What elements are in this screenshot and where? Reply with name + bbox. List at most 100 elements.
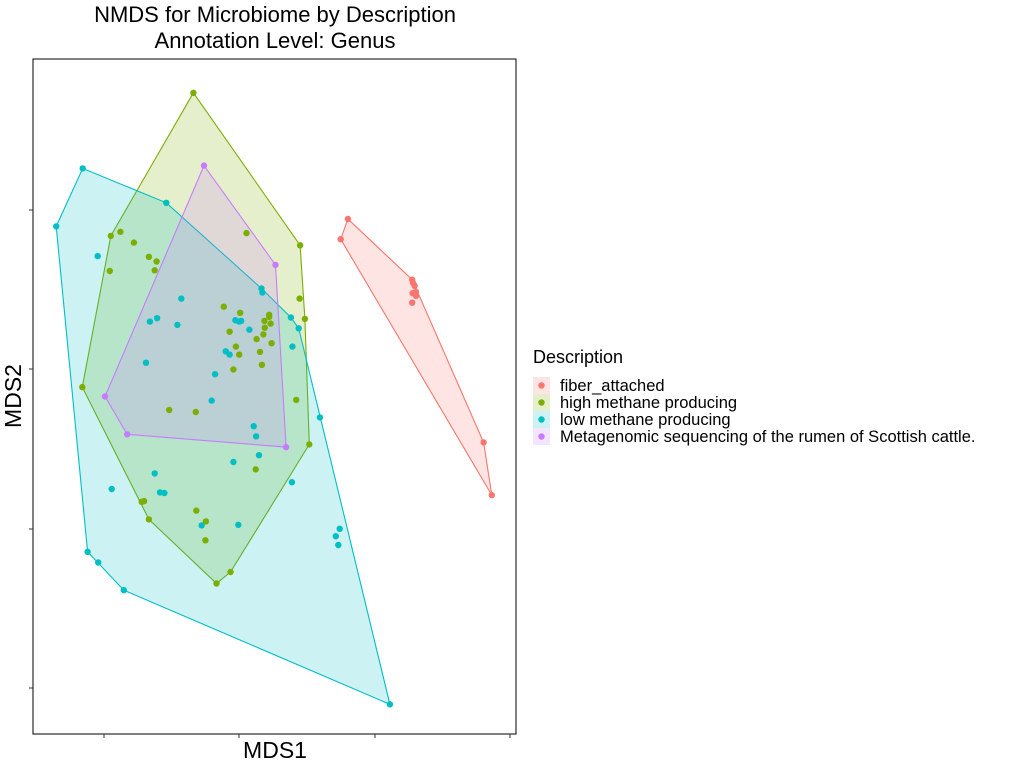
- data-point-series-1: [213, 580, 220, 587]
- data-point-series-1: [260, 331, 267, 338]
- x-axis-label: MDS1: [243, 737, 307, 763]
- data-point-series-2: [250, 423, 257, 430]
- data-point-series-2: [289, 343, 296, 350]
- data-point-series-1: [202, 537, 209, 544]
- data-point-series-2: [246, 326, 253, 333]
- data-point-series-2: [386, 701, 394, 708]
- chart-title-line-1: NMDS for Microbiome by Description: [94, 2, 456, 27]
- data-point-series-2: [295, 325, 302, 332]
- plot-panel: [32, 58, 517, 735]
- data-point-series-1: [226, 328, 233, 335]
- data-point-series-3: [282, 443, 290, 451]
- data-point-series-2: [94, 252, 101, 260]
- data-point-series-1: [230, 366, 237, 373]
- data-point-series-1: [261, 324, 268, 331]
- legend-label-0: fiber_attached: [560, 377, 665, 395]
- data-point-series-1: [138, 498, 145, 505]
- legend-dot-3: [538, 433, 545, 440]
- data-point-series-2: [108, 485, 115, 493]
- data-point-series-2: [332, 533, 339, 540]
- data-point-series-2: [178, 295, 185, 302]
- data-point-series-3: [124, 431, 131, 438]
- data-point-series-3: [200, 162, 208, 169]
- data-point-series-1: [106, 267, 114, 275]
- data-point-series-2: [163, 199, 170, 206]
- data-point-series-2: [95, 559, 102, 566]
- data-point-series-2: [287, 314, 295, 321]
- data-point-series-0: [411, 282, 418, 289]
- data-point-series-2: [336, 525, 343, 532]
- legend-label-3: Metagenomic sequencing of the rumen of S…: [560, 428, 975, 446]
- data-point-series-1: [243, 229, 250, 237]
- data-point-series-1: [267, 320, 274, 327]
- data-point-series-1: [268, 340, 275, 347]
- data-point-series-2: [151, 470, 158, 477]
- data-point-series-2: [335, 541, 342, 549]
- data-point-series-2: [259, 289, 266, 296]
- data-point-series-1: [107, 232, 115, 240]
- axis-ticks: [29, 209, 511, 738]
- hull-series-3: [104, 164, 287, 448]
- data-point-series-0: [480, 439, 487, 446]
- data-point-series-2: [153, 315, 161, 322]
- data-point-series-2: [238, 317, 245, 325]
- data-point-series-3: [272, 261, 279, 269]
- data-point-series-1: [306, 441, 313, 448]
- data-point-series-1: [258, 361, 266, 368]
- data-point-series-1: [293, 396, 300, 404]
- data-point-series-1: [190, 89, 197, 97]
- data-point-series-1: [130, 239, 138, 246]
- data-point-series-3: [101, 393, 109, 400]
- data-point-series-2: [142, 359, 150, 366]
- data-point-series-2: [53, 223, 60, 230]
- data-point-series-2: [316, 414, 324, 421]
- legend-label-2: low methane producing: [560, 411, 731, 429]
- data-point-series-1: [296, 242, 304, 249]
- hull-series-0: [340, 218, 493, 496]
- data-point-series-2: [174, 321, 181, 329]
- data-point-series-2: [288, 479, 296, 486]
- legend-label-1: high methane producing: [560, 394, 737, 412]
- data-point-series-1: [145, 253, 153, 260]
- hull-series-2: [55, 167, 391, 706]
- data-point-series-0: [337, 236, 344, 243]
- data-point-series-2: [198, 522, 205, 529]
- data-point-series-2: [230, 458, 237, 466]
- data-point-series-1: [153, 258, 160, 265]
- data-point-series-1: [193, 507, 200, 514]
- data-point-series-0: [488, 491, 495, 499]
- legend-dot-0: [538, 382, 545, 389]
- data-point-series-1: [79, 383, 86, 391]
- data-point-series-1: [252, 466, 259, 473]
- data-point-series-1: [296, 295, 303, 302]
- data-point-series-2: [226, 351, 233, 358]
- data-point-series-2: [211, 371, 219, 378]
- data-point-series-2: [235, 521, 242, 528]
- data-point-series-1: [301, 315, 309, 323]
- hull-layer: [55, 91, 493, 706]
- data-point-series-1: [237, 309, 244, 316]
- hull-series-1: [81, 91, 310, 585]
- data-point-series-1: [192, 408, 199, 416]
- data-point-series-1: [151, 267, 158, 274]
- chart-title-line-2: Annotation Level: Genus: [155, 28, 396, 53]
- data-point-series-2: [208, 397, 215, 404]
- data-point-series-1: [227, 568, 234, 576]
- data-point-series-1: [117, 228, 124, 235]
- legend-dot-1: [538, 399, 545, 406]
- data-point-series-1: [256, 348, 264, 356]
- data-point-series-2: [255, 452, 263, 459]
- data-point-series-2: [79, 165, 86, 172]
- y-axis-label: MDS2: [0, 364, 26, 428]
- data-point-series-1: [145, 516, 153, 523]
- data-point-series-2: [120, 587, 128, 594]
- data-point-series-0: [412, 292, 420, 300]
- legend-title: Description: [533, 347, 623, 367]
- data-point-series-1: [266, 313, 273, 321]
- data-point-series-2: [161, 489, 168, 497]
- data-point-series-1: [220, 303, 227, 310]
- data-point-series-2: [252, 433, 260, 440]
- data-point-series-0: [344, 215, 352, 223]
- point-layer: [53, 89, 495, 708]
